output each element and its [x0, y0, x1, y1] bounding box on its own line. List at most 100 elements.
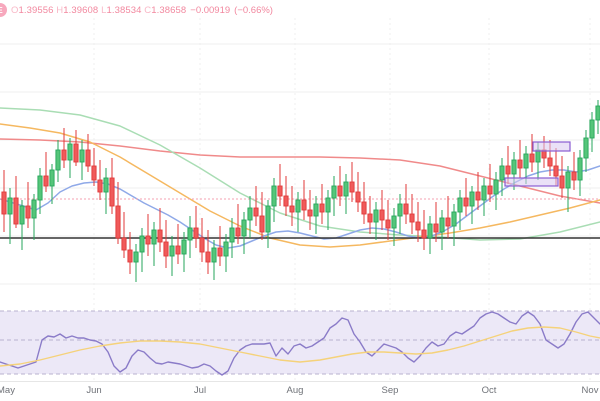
- candlestick: [343, 174, 349, 214]
- candlestick: [151, 222, 157, 266]
- candlestick: [373, 202, 379, 240]
- candle-body: [379, 209, 385, 221]
- oscillator-band: [0, 310, 600, 375]
- candlestick: [79, 140, 85, 180]
- candle-body: [481, 185, 487, 201]
- candle-body: [259, 215, 265, 233]
- zone-annotation-layer[interactable]: [504, 141, 571, 187]
- demand-zone[interactable]: [504, 177, 559, 187]
- x-axis-tick-nov: Nov: [581, 385, 599, 396]
- candle-body: [205, 251, 211, 263]
- candle-body: [367, 213, 373, 223]
- candle-body: [469, 191, 475, 207]
- candlestick: [223, 234, 229, 272]
- candle-body: [19, 205, 25, 225]
- candle-body: [571, 171, 577, 181]
- candlestick: [85, 134, 91, 172]
- candle-body: [325, 197, 331, 213]
- candle-body: [595, 105, 600, 121]
- candlestick: [19, 200, 25, 250]
- candlestick: [319, 184, 325, 224]
- supply-zone[interactable]: [532, 141, 571, 152]
- candle-body: [421, 229, 427, 239]
- candlestick: [589, 112, 595, 152]
- candlestick: [271, 178, 277, 222]
- candle-body: [211, 247, 217, 263]
- candle-body: [391, 215, 397, 229]
- candlestick: [457, 190, 463, 230]
- candle-body: [553, 165, 559, 177]
- candlestick: [13, 176, 19, 228]
- candlestick: [337, 166, 343, 206]
- candlestick: [349, 162, 355, 202]
- x-axis-tick-aug: Aug: [286, 385, 304, 396]
- candle-body: [25, 205, 31, 219]
- candlestick: [115, 182, 121, 244]
- candlestick: [409, 194, 415, 234]
- candle-body: [295, 199, 301, 213]
- candlestick: [367, 196, 373, 234]
- candle-body: [487, 185, 493, 195]
- candlestick: [361, 182, 367, 224]
- candle-body: [337, 185, 343, 197]
- candlestick: [265, 200, 271, 248]
- candlestick: [295, 192, 301, 232]
- candlestick: [559, 156, 565, 198]
- candlestick: [577, 150, 583, 196]
- candlestick: [217, 226, 223, 266]
- candle-body: [361, 201, 367, 215]
- candle-body: [517, 159, 523, 169]
- candle-body: [415, 221, 421, 231]
- candlestick: [169, 236, 175, 276]
- candlestick: [1, 170, 7, 232]
- x-axis[interactable]: May Jun Jul Aug Sep Oct Nov: [0, 381, 600, 401]
- candle-body: [85, 149, 91, 167]
- candle-body: [103, 177, 109, 193]
- candlestick: [43, 152, 49, 192]
- candle-body: [307, 209, 313, 217]
- candle-body: [133, 251, 139, 263]
- candle-body: [175, 245, 181, 255]
- candlestick: [259, 192, 265, 240]
- candle-body: [199, 237, 205, 253]
- candlestick: [103, 168, 109, 214]
- candlestick: [421, 210, 427, 250]
- candle-body: [577, 157, 583, 181]
- candle-body: [445, 217, 451, 227]
- candlestick: [433, 202, 439, 242]
- candlestick: [133, 244, 139, 282]
- candle-body: [37, 175, 43, 201]
- candlestick: [379, 190, 385, 230]
- candlestick: [415, 202, 421, 242]
- candlestick: [25, 182, 31, 228]
- candlestick: [493, 172, 499, 210]
- candlestick: [121, 212, 127, 258]
- candlestick: [157, 208, 163, 252]
- candle-body: [43, 175, 49, 187]
- osc-main: [0, 311, 600, 376]
- candle-body: [253, 207, 259, 217]
- candle-body: [115, 205, 121, 239]
- candle-body: [499, 165, 505, 181]
- osc-signal: [0, 326, 600, 367]
- candlestick: [595, 100, 600, 134]
- candle-body: [1, 191, 7, 215]
- candlestick: [73, 130, 79, 166]
- candle-body: [151, 229, 157, 245]
- candlestick: [67, 138, 73, 178]
- candlestick: [7, 188, 13, 244]
- candlestick-layer: [1, 100, 600, 282]
- candlestick: [391, 208, 397, 246]
- candlestick: [235, 204, 241, 244]
- candle-body: [139, 235, 145, 253]
- candle-body: [283, 195, 289, 207]
- candle-body: [463, 197, 469, 207]
- candle-body: [589, 119, 595, 139]
- candle-body: [547, 157, 553, 167]
- candle-body: [505, 165, 511, 175]
- candle-body: [277, 185, 283, 197]
- candlestick: [445, 196, 451, 238]
- candle-body: [331, 185, 337, 199]
